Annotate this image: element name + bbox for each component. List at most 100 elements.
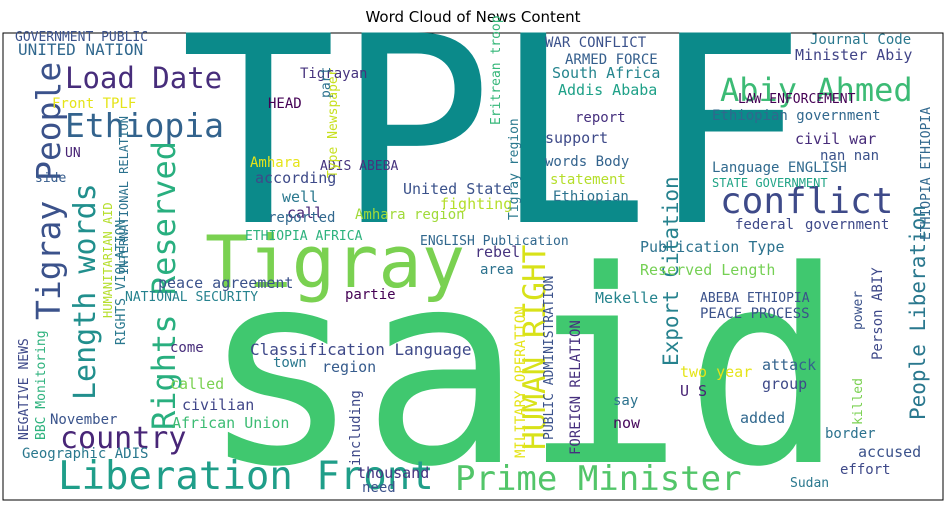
word: United State [403,180,511,198]
word: Abiy Ahmed [720,71,913,109]
word: TPLF [180,0,806,284]
word: RIGHTS VIOLATION [114,220,129,345]
word: border [825,426,876,442]
word: STATE GOVERNMENT [712,176,828,190]
word: accused [858,443,921,461]
word: group [762,375,807,393]
word: support [545,129,608,147]
plot-frame [2,32,944,501]
word: WAR CONFLICT [545,35,647,51]
word: well [282,188,318,206]
word: Front TPLF [52,96,136,112]
word: civil war [795,130,876,148]
word: Amhara region [355,207,465,223]
word: HEAD [268,96,302,112]
word: nan nan [820,148,879,164]
word: government [805,217,889,233]
word: killed [851,378,866,425]
word: Liberation Front [58,454,434,499]
word: ETHIOPIA ETHIOPIA [919,107,934,240]
word: said [200,214,845,505]
word: region [322,358,376,376]
word: area [480,262,514,278]
word: call [287,204,323,222]
word: Length words [68,183,103,400]
word: Tigrayan [300,66,367,82]
word: called [170,375,224,393]
word: attack [762,356,816,374]
word: U S [680,382,707,400]
word: Tigray People [29,62,68,320]
word: Language ENGLISH [712,160,847,176]
word: Sudan [790,476,829,491]
word: Publication Type [640,238,785,256]
word: peace agreement [158,274,293,292]
word: Classification Language [250,340,472,359]
word: ENGLISH Publication [420,234,569,249]
word: HUMAN RIGHT [517,245,553,450]
word: need [362,480,396,496]
word: Load Date [65,61,222,95]
word: Person ABIY [870,267,886,360]
word: country [60,421,186,456]
word: Tigray region [507,118,522,220]
word: BBC Monitoring [34,330,49,440]
word: HUMANITARIAN AID [101,202,115,318]
word: Eritrean troop [489,15,504,125]
word: Tigray [205,220,465,304]
word: November [50,412,117,428]
word: report [575,110,626,126]
word: civilian [182,396,254,414]
word: say [613,393,638,409]
word: PEACE PROCESS [700,306,810,322]
word: GOVERNMENT PUBLIC [15,30,148,45]
word: Minister Abiy [795,46,912,64]
word: UN [65,146,81,161]
word: side [35,171,66,186]
word: African Union [172,414,289,432]
word: reported [268,210,335,226]
word: come [170,340,204,356]
word: Mekelle [595,289,658,307]
word: ETHIOPIA AFRICA [245,229,363,244]
word: according [255,169,336,187]
word: town [273,355,307,371]
word: Export Citation [659,176,683,366]
word: FOREIGN RELATION [568,320,584,455]
word: South Africa [552,64,660,82]
word: Geographic ADIS [22,446,148,462]
word: words Body [545,154,629,170]
word: NATIONAL SECURITY [125,290,258,305]
word: thousand [357,464,429,482]
word: Journal Code [810,32,911,48]
word: ABEBA ETHIOPIA [700,291,810,306]
word: now [613,414,641,432]
word: Prime Minister [455,459,742,499]
word: PUBLIC ADMINISTRATION [542,276,557,440]
word: power [851,291,866,330]
word: NEGATIVE NEWS [17,338,32,440]
word: conflict [720,181,893,222]
word: including [348,390,364,466]
word: Ethiopian [553,189,629,205]
word: Amhara [250,155,301,171]
word: ARMED FORCE [565,52,658,68]
word: People Liberation [906,205,930,420]
word: rebel [475,243,520,261]
word: MILITARY OPERATION [513,306,529,458]
word: Reserved Length [640,261,775,279]
word: INTERNATIONAL RELATION [117,116,131,275]
word: partie [345,287,396,303]
chart-title: Word Cloud of News Content [365,8,580,26]
word: ADIS ABEBA [320,159,398,174]
word: effort [840,462,891,478]
word: Type Newspaper [326,68,341,178]
word: federal [735,217,794,233]
word: fighting [440,195,512,213]
word: part [319,67,334,98]
word: added [740,409,785,427]
word: LAW ENFORCEMENT [738,92,856,107]
word: statement [550,172,626,188]
